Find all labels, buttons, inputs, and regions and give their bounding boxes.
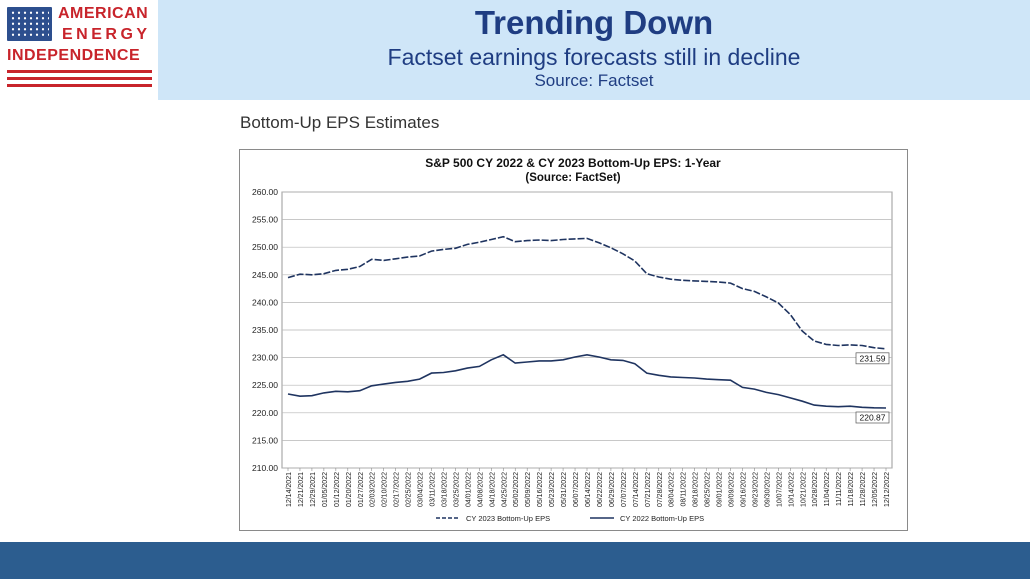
x-tick-label: 03/11/2022 [430,472,437,507]
x-tick-label: 08/25/2022 [705,472,712,507]
legend-label: CY 2023 Bottom-Up EPS [466,514,550,523]
x-tick-label: 07/14/2022 [633,472,640,507]
logo: AMERICAN ENERGY INDEPENDENCE [0,0,158,100]
logo-text-independence: INDEPENDENCE [7,47,141,64]
logo-text-energy: ENERGY [62,26,151,43]
x-tick-label: 10/07/2022 [776,472,783,507]
x-tick-label: 07/21/2022 [645,472,652,507]
y-axis: 260.00 255.00 250.00 245.00 240.00 235.00 230.… [252,187,278,473]
end-value-box [855,411,890,424]
x-tick-label: 09/16/2022 [740,472,747,507]
x-tick-label: 01/20/2022 [346,472,353,507]
x-tick-label: 08/04/2022 [669,472,676,507]
x-tick-label: 03/25/2022 [453,472,460,507]
y-tick-label: 255.00 [252,215,278,225]
header-banner [0,0,1030,100]
chart-container: S&P 500 CY 2022 & CY 2023 Bottom-Up EPS:… [239,149,908,531]
y-tick-label: 250.00 [252,242,278,252]
x-tick-label: 12/12/2022 [884,472,891,507]
x-tick-label: 12/29/2021 [310,472,317,507]
x-tick-label: 06/14/2022 [585,472,592,507]
x-axis: 12/14/2021 12/21/2021 12/29/2021 01/05/2022… [286,468,891,507]
end-value-label: 220.87 [860,412,886,422]
flag-icon [7,7,52,41]
x-tick-label: 01/05/2022 [322,472,329,507]
x-tick-label: 07/07/2022 [621,472,628,507]
x-tick-label: 07/28/2022 [657,472,664,507]
x-tick-label: 09/23/2022 [752,472,759,507]
page-subtitle: Factset earnings forecasts still in decl… [387,44,801,70]
x-tick-label: 05/31/2022 [561,472,568,507]
series-line-cy2022 [287,353,887,409]
eps-line-chart: S&P 500 CY 2022 & CY 2023 Bottom-Up EPS:… [252,156,893,523]
x-tick-label: 03/18/2022 [441,472,448,507]
y-tick-label: 235.00 [252,325,278,335]
y-tick-label: 210.00 [252,463,278,473]
y-tick-label: 225.00 [252,380,278,390]
legend-label: CY 2022 Bottom-Up EPS [620,514,704,523]
x-tick-label: 12/05/2022 [872,472,879,507]
x-tick-label: 08/11/2022 [681,472,688,507]
x-tick-label: 05/09/2022 [525,472,532,507]
series-line-cy2023 [287,235,887,350]
page-title: Trending Down [474,4,714,41]
x-tick-label: 05/02/2022 [513,472,520,507]
logo-text-american: AMERICAN [58,5,149,22]
x-tick-label: 10/14/2022 [788,472,795,507]
logo-stripe [7,84,152,87]
x-tick-label: 09/01/2022 [717,472,724,507]
x-tick-label: 12/21/2021 [298,472,305,507]
y-tick-label: 245.00 [252,270,278,280]
chart-series: 231.59 220.87 [287,235,890,424]
x-tick-label: 01/12/2022 [334,472,341,507]
x-tick-label: 04/08/2022 [477,472,484,507]
x-tick-label: 11/11/2022 [836,472,843,506]
y-tick-label: 220.00 [252,408,278,418]
x-tick-label: 06/22/2022 [597,472,604,507]
footer-bar [0,542,1030,579]
x-tick-label: 09/30/2022 [764,472,771,507]
x-tick-label: 03/04/2022 [418,472,425,507]
x-tick-label: 12/14/2021 [286,472,293,507]
chart-subtitle: (Source: FactSet) [525,172,620,184]
x-tick-label: 05/16/2022 [537,472,544,507]
x-tick-label: 10/21/2022 [800,472,807,507]
x-tick-label: 01/27/2022 [358,472,365,507]
x-tick-label: 04/25/2022 [501,472,508,507]
x-tick-label: 08/18/2022 [693,472,700,507]
section-label: Bottom-Up EPS Estimates [240,113,440,132]
x-tick-label: 05/23/2022 [549,472,556,507]
page-source: Source: Factset [534,71,654,90]
end-value-label: 231.59 [860,353,886,363]
logo-stripe [7,77,152,80]
x-tick-label: 11/04/2022 [824,472,831,507]
chart-legend: CY 2023 Bottom-Up EPS CY 2022 Bottom-Up E… [436,514,704,523]
x-tick-label: 09/09/2022 [729,472,736,507]
y-tick-label: 215.00 [252,435,278,445]
x-tick-label: 04/18/2022 [489,472,496,507]
x-tick-label: 06/29/2022 [609,472,616,507]
x-tick-label: 10/28/2022 [812,472,819,507]
x-tick-label: 02/03/2022 [370,472,377,507]
x-tick-label: 02/25/2022 [406,472,413,507]
x-tick-label: 04/01/2022 [465,472,472,507]
y-tick-label: 260.00 [252,187,278,197]
x-tick-label: 02/10/2022 [382,472,389,507]
y-tick-label: 230.00 [252,353,278,363]
logo-stripe [7,70,152,73]
x-tick-label: 02/17/2022 [394,472,401,507]
x-tick-label: 11/28/2022 [860,472,867,507]
x-tick-label: 11/18/2022 [848,472,855,507]
chart-title: S&P 500 CY 2022 & CY 2023 Bottom-Up EPS:… [425,156,721,170]
x-tick-label: 06/07/2022 [573,472,580,507]
y-tick-label: 240.00 [252,297,278,307]
chart-grid [281,191,893,469]
end-value-box [855,352,890,365]
